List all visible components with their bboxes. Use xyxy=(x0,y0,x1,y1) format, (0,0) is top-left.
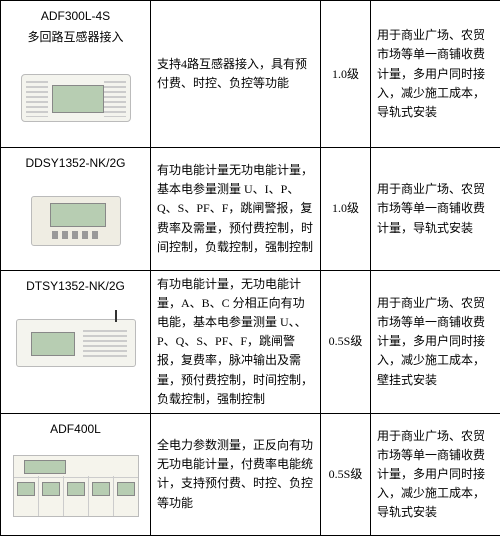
table-row: DDSY1352-NK/2G 有功电能计量无功电能计量，基本电参量测量 U、I、… xyxy=(1,148,500,270)
model-cell: ADF300L-4S 多回路互感器接入 xyxy=(1,1,151,148)
model-id: ADF300L-4S xyxy=(7,7,144,26)
table-row: DTSY1352-NK/2G 有功电能计量，无功电能计量，A、B、C 分相正向有… xyxy=(1,270,500,413)
device-icon xyxy=(31,196,121,246)
model-id: ADF400L xyxy=(7,420,144,439)
device-icon xyxy=(13,455,139,517)
model-subtitle: 多回路互感器接入 xyxy=(7,28,144,47)
device-icon xyxy=(16,319,136,367)
grade-cell: 1.0级 xyxy=(321,148,371,270)
table-row: ADF400L 全电力参数测量，正反向有功无功电能计量，付费率电能统计，支持预付… xyxy=(1,413,500,535)
model-cell: DDSY1352-NK/2G xyxy=(1,148,151,270)
model-cell: DTSY1352-NK/2G xyxy=(1,270,151,413)
grade-cell: 1.0级 xyxy=(321,1,371,148)
model-cell: ADF400L xyxy=(1,413,151,535)
product-image xyxy=(7,298,144,388)
features-cell: 有功电能计量无功电能计量，基本电参量测量 U、I、P、Q、S、PF、F，跳闸警报… xyxy=(151,148,321,270)
grade-cell: 0.5S级 xyxy=(321,413,371,535)
device-icon xyxy=(21,74,131,122)
grade-cell: 0.5S级 xyxy=(321,270,371,413)
features-cell: 全电力参数测量，正反向有功无功电能计量，付费率电能统计，支持预付费、时控、负控等… xyxy=(151,413,321,535)
features-cell: 支持4路互感器接入，具有预付费、时控、负控等功能 xyxy=(151,1,321,148)
model-id: DDSY1352-NK/2G xyxy=(7,154,144,173)
application-cell: 用于商业广场、农贸市场等单一商铺收费计量，导轨式安装 xyxy=(371,148,500,270)
product-image xyxy=(7,441,144,531)
application-cell: 用于商业广场、农贸市场等单一商铺收费计量，多用户同时接入，减少施工成本，导轨式安… xyxy=(371,413,500,535)
application-cell: 用于商业广场、农贸市场等单一商铺收费计量，多用户同时接入，减少施工成本，壁挂式安… xyxy=(371,270,500,413)
product-image xyxy=(7,53,144,143)
model-id: DTSY1352-NK/2G xyxy=(7,277,144,296)
table-row: ADF300L-4S 多回路互感器接入 支持4路互感器接入，具有预付费、时控、负… xyxy=(1,1,500,148)
features-cell: 有功电能计量，无功电能计量，A、B、C 分相正向有功电能，基本电参量测量 U、、… xyxy=(151,270,321,413)
product-spec-table: ADF300L-4S 多回路互感器接入 支持4路互感器接入，具有预付费、时控、负… xyxy=(0,0,500,536)
application-cell: 用于商业广场、农贸市场等单一商铺收费计量，多用户同时接入，减少施工成本，导轨式安… xyxy=(371,1,500,148)
product-image xyxy=(7,176,144,266)
